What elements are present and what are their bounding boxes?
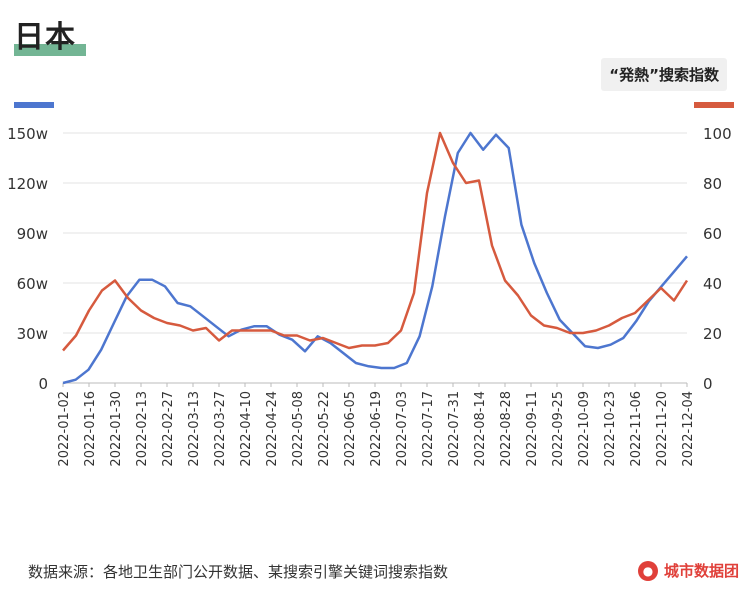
x-tick-label: 2022-10-23 xyxy=(603,391,618,467)
x-tick-label: 2022-05-22 xyxy=(317,391,332,467)
x-tick-label: 2022-08-28 xyxy=(499,391,514,467)
left-axis-ticks: 0 30w 60w 90w 120w 150w xyxy=(7,125,48,393)
right-tick-label: 20 xyxy=(703,325,722,343)
left-tick-label: 90w xyxy=(17,225,48,243)
x-tick-label: 2022-07-31 xyxy=(447,391,462,467)
x-axis-ticks: 2022-01-02 2022-01-16 2022-01-30 2022-02-13… xyxy=(57,383,696,467)
right-tick-label: 80 xyxy=(703,175,722,193)
right-tick-label: 0 xyxy=(703,375,713,393)
left-tick-label: 120w xyxy=(7,175,48,193)
x-tick-label: 2022-11-20 xyxy=(655,391,670,467)
x-tick-label: 2022-01-16 xyxy=(83,391,98,467)
right-series-legend-swatch xyxy=(694,102,734,108)
x-tick-label: 2022-03-13 xyxy=(187,391,202,467)
brand: ● 城市数据团 xyxy=(637,560,739,581)
line-chart: 0 30w 60w 90w 120w 150w 0 20 40 60 80 100 2022-01-… xyxy=(7,125,732,467)
x-tick-label: 2022-11-06 xyxy=(629,391,644,467)
right-series-line xyxy=(62,131,689,352)
right-tick-label: 60 xyxy=(703,225,722,243)
left-tick-label: 60w xyxy=(17,275,48,293)
x-tick-label: 2022-02-13 xyxy=(135,391,150,467)
x-tick-label: 2022-04-10 xyxy=(239,391,254,467)
x-tick-label: 2022-05-08 xyxy=(291,391,306,467)
x-tick-label: 2022-02-27 xyxy=(161,391,176,467)
x-tick-label: 2022-12-04 xyxy=(681,391,696,467)
x-tick-label: 2022-04-24 xyxy=(265,391,280,467)
right-tick-label: 100 xyxy=(703,125,732,143)
data-source-note: 数据来源：各地卫生部门公开数据、某搜索引擎关键词搜索指数 xyxy=(28,563,449,581)
x-tick-label: 2022-09-11 xyxy=(525,391,540,467)
left-tick-label: 0 xyxy=(38,375,48,393)
x-tick-label: 2022-08-14 xyxy=(473,391,488,467)
left-series-legend-swatch xyxy=(14,102,54,108)
right-tick-label: 40 xyxy=(703,275,722,293)
x-tick-label: 2022-07-03 xyxy=(395,391,410,467)
title-block: 日本 xyxy=(14,18,86,58)
chart-title: 日本 xyxy=(14,20,76,55)
brand-name: 城市数据团 xyxy=(663,562,739,580)
series-lines xyxy=(62,131,689,385)
x-tick-label: 2022-01-30 xyxy=(109,391,124,467)
right-axis-series-label: “発熱”搜索指数 xyxy=(601,58,727,91)
x-tick-label: 2022-07-17 xyxy=(421,391,436,467)
brand-logo-icon: ● xyxy=(637,560,658,581)
x-tick-label: 2022-06-19 xyxy=(369,391,384,467)
left-tick-label: 30w xyxy=(17,325,48,343)
right-axis-ticks: 0 20 40 60 80 100 xyxy=(703,125,732,393)
left-tick-label: 150w xyxy=(7,125,48,143)
x-tick-label: 2022-09-25 xyxy=(551,391,566,467)
x-tick-label: 2022-06-05 xyxy=(343,391,358,467)
x-tick-label: 2022-01-02 xyxy=(57,391,72,467)
title-underline xyxy=(14,44,86,56)
left-series-line xyxy=(62,131,688,385)
x-tick-label: 2022-03-27 xyxy=(213,391,228,467)
x-tick-label: 2022-10-09 xyxy=(577,391,592,467)
